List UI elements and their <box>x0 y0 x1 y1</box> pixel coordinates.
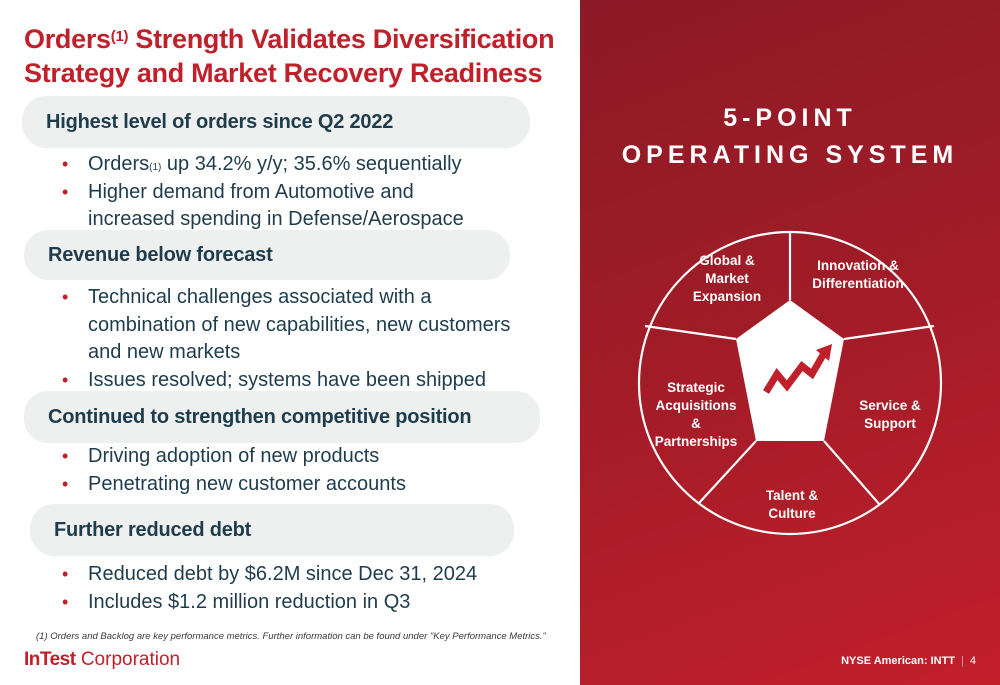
operating-system-panel: 5-POINT OPERATING SYSTEM Global & Market E… <box>580 0 1000 685</box>
list-item: • Higher demand from Automotive and increa… <box>62 180 464 231</box>
bullet-list: • Orders(1) up 34.2% y/y; 35.6% sequentia… <box>62 151 464 234</box>
bullet-list: • Reduced debt by $6.2M since Dec 31, 202… <box>62 561 477 616</box>
wheel-segment-label: Talent & Culture <box>766 488 819 521</box>
list-item: • Penetrating new customer accounts <box>62 472 406 495</box>
center-pentagon <box>736 300 844 441</box>
wheel-segment-label: Service & Support <box>859 398 921 431</box>
section-heading: Revenue below forecast <box>24 230 510 280</box>
trend-up-arrow-icon <box>763 344 832 394</box>
section-heading: Highest level of orders since Q2 2022 <box>22 96 530 148</box>
spoke <box>823 440 881 506</box>
company-logo: InTest Corporation <box>24 649 181 670</box>
operating-system-wheel: Global & Market Expansion Innovation & Diffe… <box>637 230 943 536</box>
slide-title: Orders(1) Strength Validates Diversifica… <box>24 24 555 88</box>
section-heading: Further reduced debt <box>30 504 514 556</box>
list-item: • Reduced debt by $6.2M since Dec 31, 202… <box>62 563 478 585</box>
section-heading: Continued to strengthen competitive posi… <box>24 391 540 443</box>
spoke <box>843 324 935 341</box>
list-item: • Driving adoption of new products <box>62 445 380 467</box>
page-number: 4 <box>969 655 976 667</box>
wheel-segment-label: Global & Market Expansion <box>693 253 761 304</box>
content-panel: Orders(1) Strength Validates Diversifica… <box>22 24 555 670</box>
footer-ticker: NYSE American: INTT | 4 <box>841 655 976 667</box>
list-item: • Issues resolved; systems have been ship… <box>62 368 486 391</box>
bullet-list: • Driving adoption of new products • Penet… <box>62 443 406 498</box>
wheel-segment-label: Strategic Acquisitions & Partnerships <box>655 380 738 449</box>
system-heading: 5-POINT OPERATING SYSTEM <box>621 104 959 169</box>
spoke <box>644 324 737 341</box>
list-item: • Orders(1) up 34.2% y/y; 35.6% sequentia… <box>62 153 462 175</box>
footnote: (1) Orders and Backlog are key performan… <box>36 631 546 642</box>
list-item: • Includes $1.2 million reduction in Q3 <box>62 590 411 613</box>
spoke <box>698 440 757 504</box>
wheel-segment-label: Innovation & Differentiation <box>812 258 904 291</box>
